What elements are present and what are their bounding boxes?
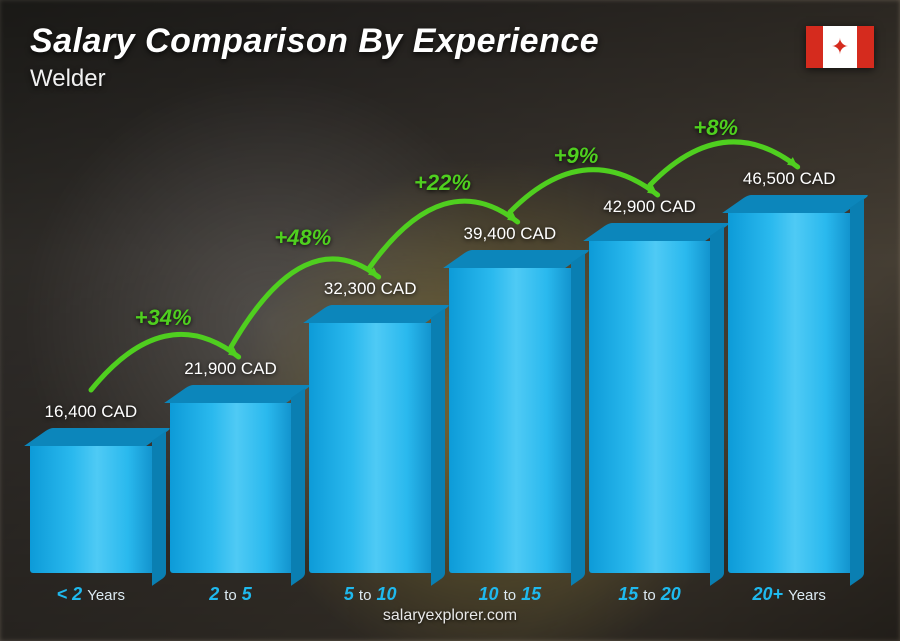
bar-side-face	[710, 226, 724, 586]
category-label: 5 to 10	[309, 584, 431, 605]
bar-top-face	[443, 250, 590, 268]
bar	[30, 428, 152, 573]
bar-value-label: 16,400 CAD	[45, 402, 138, 422]
flag-center: ✦	[823, 26, 857, 68]
bar-top-face	[164, 385, 311, 403]
canada-flag-icon: ✦	[806, 26, 874, 68]
header: Salary Comparison By Experience Welder	[30, 22, 599, 93]
maple-leaf-icon: ✦	[831, 36, 849, 58]
bar-side-face	[850, 198, 864, 586]
bar-value-label: 39,400 CAD	[464, 224, 557, 244]
bar	[589, 223, 711, 573]
bar-column: 16,400 CAD< 2 Years	[30, 402, 152, 573]
category-label: 2 to 5	[170, 584, 292, 605]
bar-side-face	[291, 388, 305, 586]
category-label: 15 to 20	[589, 584, 711, 605]
bar-value-label: 42,900 CAD	[603, 197, 696, 217]
bar-front-face	[589, 241, 711, 573]
bar-front-face	[309, 323, 431, 573]
bar-column: 46,500 CAD20+ Years	[728, 169, 850, 573]
category-label: < 2 Years	[30, 584, 152, 605]
growth-percentage: +8%	[693, 115, 738, 141]
flag-stripe-left	[806, 26, 823, 68]
bar-side-face	[152, 431, 166, 586]
bar	[309, 305, 431, 573]
salary-bar-chart: 16,400 CAD< 2 Years21,900 CAD2 to 532,30…	[30, 103, 850, 573]
bar-front-face	[170, 403, 292, 573]
bar-top-face	[723, 195, 870, 213]
bar-side-face	[431, 308, 445, 586]
category-label: 20+ Years	[728, 584, 850, 605]
bar-top-face	[24, 428, 171, 446]
flag-stripe-right	[857, 26, 874, 68]
bar-value-label: 32,300 CAD	[324, 279, 417, 299]
bar-column: 39,400 CAD10 to 15	[449, 224, 571, 573]
chart-title: Salary Comparison By Experience	[30, 22, 599, 61]
bar-front-face	[30, 446, 152, 573]
growth-percentage: +34%	[135, 305, 192, 331]
bar-front-face	[449, 268, 571, 573]
growth-percentage: +22%	[414, 170, 471, 196]
category-label: 10 to 15	[449, 584, 571, 605]
bar-top-face	[583, 223, 730, 241]
bar-value-label: 21,900 CAD	[184, 359, 277, 379]
bar-side-face	[571, 253, 585, 586]
growth-percentage: +48%	[274, 225, 331, 251]
bar-column: 21,900 CAD2 to 5	[170, 359, 292, 573]
chart-subtitle: Welder	[30, 65, 599, 93]
bar	[170, 385, 292, 573]
bar	[449, 250, 571, 573]
footer-attribution: salaryexplorer.com	[0, 607, 900, 625]
bar-column: 32,300 CAD5 to 10	[309, 279, 431, 573]
bar-value-label: 46,500 CAD	[743, 169, 836, 189]
bar	[728, 195, 850, 573]
bar-column: 42,900 CAD15 to 20	[589, 197, 711, 573]
growth-percentage: +9%	[554, 143, 599, 169]
bar-top-face	[303, 305, 450, 323]
bar-front-face	[728, 213, 850, 573]
